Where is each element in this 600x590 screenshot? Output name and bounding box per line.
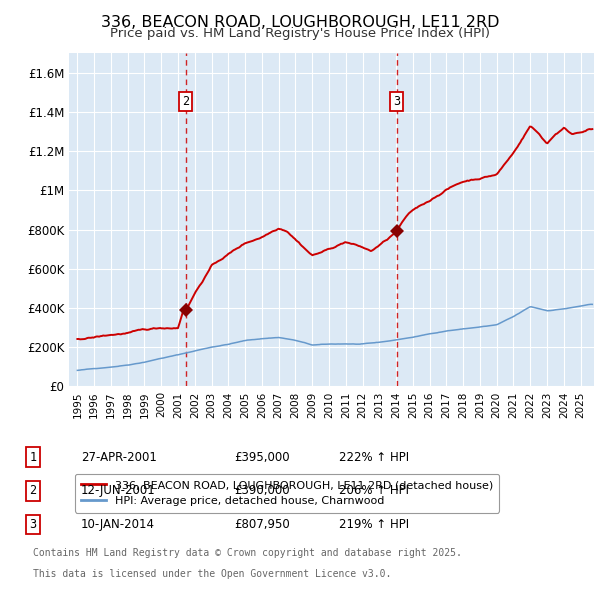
Text: 2: 2	[182, 94, 190, 107]
Text: 12-JUN-2001: 12-JUN-2001	[81, 484, 156, 497]
Text: 27-APR-2001: 27-APR-2001	[81, 451, 157, 464]
Text: 10-JAN-2014: 10-JAN-2014	[81, 518, 155, 531]
Text: 219% ↑ HPI: 219% ↑ HPI	[339, 518, 409, 531]
Text: 3: 3	[393, 94, 400, 107]
Text: 3: 3	[29, 518, 37, 531]
Text: £395,000: £395,000	[234, 451, 290, 464]
Text: 1: 1	[29, 451, 37, 464]
Text: 2: 2	[29, 484, 37, 497]
Text: £807,950: £807,950	[234, 518, 290, 531]
Text: 336, BEACON ROAD, LOUGHBOROUGH, LE11 2RD: 336, BEACON ROAD, LOUGHBOROUGH, LE11 2RD	[101, 15, 499, 30]
Text: 206% ↑ HPI: 206% ↑ HPI	[339, 484, 409, 497]
Text: Price paid vs. HM Land Registry's House Price Index (HPI): Price paid vs. HM Land Registry's House …	[110, 27, 490, 40]
Text: Contains HM Land Registry data © Crown copyright and database right 2025.: Contains HM Land Registry data © Crown c…	[33, 548, 462, 558]
Text: This data is licensed under the Open Government Licence v3.0.: This data is licensed under the Open Gov…	[33, 569, 391, 579]
Legend: 336, BEACON ROAD, LOUGHBOROUGH, LE11 2RD (detached house), HPI: Average price, d: 336, BEACON ROAD, LOUGHBOROUGH, LE11 2RD…	[74, 474, 499, 513]
Text: 222% ↑ HPI: 222% ↑ HPI	[339, 451, 409, 464]
Text: £390,000: £390,000	[234, 484, 290, 497]
